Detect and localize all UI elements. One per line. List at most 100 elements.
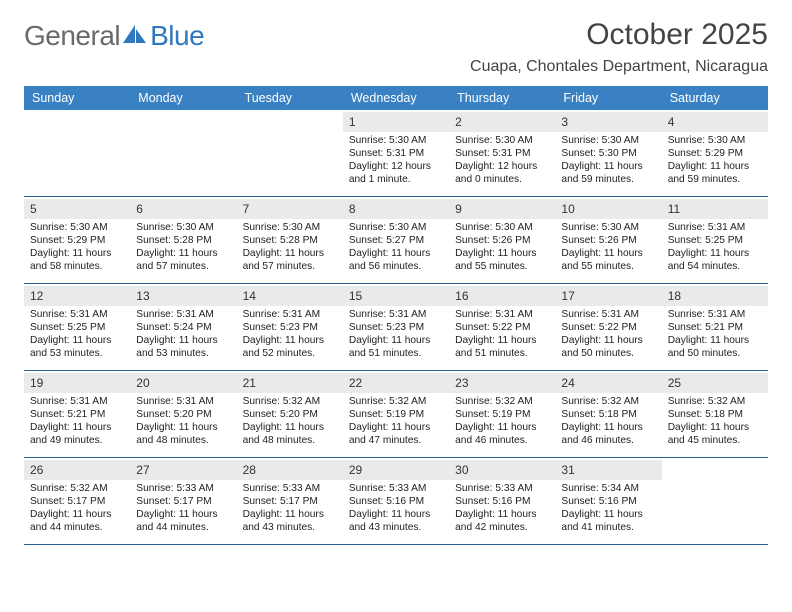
day-cell: 9 Sunrise: 5:30 AMSunset: 5:26 PMDaylight… [449,197,555,283]
logo-sail-icon [122,23,148,45]
day-sun-info: Sunrise: 5:33 AMSunset: 5:16 PMDaylight:… [455,482,551,534]
location-subtitle: Cuapa, Chontales Department, Nicaragua [470,58,768,76]
day-sun-info: Sunrise: 5:31 AMSunset: 5:25 PMDaylight:… [30,308,126,360]
day-cell: 30 Sunrise: 5:33 AMSunset: 5:16 PMDayligh… [449,458,555,544]
calendar-page: General Blue October 2025 Cuapa, Chontal… [0,0,792,555]
day-number: 3 [561,115,568,129]
day-sun-info: Sunrise: 5:30 AMSunset: 5:30 PMDaylight:… [561,134,657,186]
week-row: 26 Sunrise: 5:32 AMSunset: 5:17 PMDayligh… [24,458,768,545]
day-sun-info: Sunrise: 5:31 AMSunset: 5:24 PMDaylight:… [136,308,232,360]
weekday-header: Monday [130,86,236,110]
day-cell: 23Sunrise: 5:32 AMSunset: 5:19 PMDayligh… [449,371,555,457]
day-number: 27 [136,463,149,477]
day-number: 25 [668,376,681,390]
day-cell: 16 Sunrise: 5:31 AMSunset: 5:22 PMDayligh… [449,284,555,370]
day-cell: 1 Sunrise: 5:30 AMSunset: 5:31 PMDaylight… [343,110,449,196]
day-number-bar: 10 [555,199,661,219]
day-number: 22 [349,376,362,390]
day-number: 31 [561,463,574,477]
day-number-bar: 22 [343,373,449,393]
weekday-header: Saturday [662,86,768,110]
day-sun-info: Sunrise: 5:31 AMSunset: 5:20 PMDaylight:… [136,395,232,447]
day-cell: 13 Sunrise: 5:31 AMSunset: 5:24 PMDayligh… [130,284,236,370]
day-cell: 17Sunrise: 5:31 AMSunset: 5:22 PMDayligh… [555,284,661,370]
empty-day-cell [237,110,343,196]
day-number-bar: 13 [130,286,236,306]
day-sun-info: Sunrise: 5:30 AMSunset: 5:29 PMDaylight:… [30,221,126,273]
day-number-bar: 19 [24,373,130,393]
day-number: 15 [349,289,362,303]
day-number: 30 [455,463,468,477]
day-sun-info: Sunrise: 5:30 AMSunset: 5:26 PMDaylight:… [455,221,551,273]
day-sun-info: Sunrise: 5:33 AMSunset: 5:16 PMDaylight:… [349,482,445,534]
day-number-bar: 2 [449,112,555,132]
day-number-bar: 29 [343,460,449,480]
day-number: 6 [136,202,143,216]
page-header: General Blue October 2025 Cuapa, Chontal… [24,18,768,76]
brand-logo: General Blue [24,20,204,52]
month-title: October 2025 [470,18,768,52]
day-sun-info: Sunrise: 5:32 AMSunset: 5:18 PMDaylight:… [668,395,764,447]
day-sun-info: Sunrise: 5:34 AMSunset: 5:16 PMDaylight:… [561,482,657,534]
day-cell: 28 Sunrise: 5:33 AMSunset: 5:17 PMDayligh… [237,458,343,544]
day-cell: 18Sunrise: 5:31 AMSunset: 5:21 PMDayligh… [662,284,768,370]
weekday-header: Tuesday [237,86,343,110]
day-number: 5 [30,202,37,216]
day-number: 20 [136,376,149,390]
day-cell: 3 Sunrise: 5:30 AMSunset: 5:30 PMDaylight… [555,110,661,196]
weekday-header: Sunday [24,86,130,110]
day-number-bar: 28 [237,460,343,480]
day-cell: 15Sunrise: 5:31 AMSunset: 5:23 PMDayligh… [343,284,449,370]
day-sun-info: Sunrise: 5:30 AMSunset: 5:26 PMDaylight:… [561,221,657,273]
day-number-bar: 17 [555,286,661,306]
day-sun-info: Sunrise: 5:31 AMSunset: 5:25 PMDaylight:… [668,221,764,273]
day-number: 26 [30,463,43,477]
day-cell: 20 Sunrise: 5:31 AMSunset: 5:20 PMDayligh… [130,371,236,457]
week-row: 12 Sunrise: 5:31 AMSunset: 5:25 PMDayligh… [24,284,768,371]
day-sun-info: Sunrise: 5:30 AMSunset: 5:29 PMDaylight:… [668,134,764,186]
day-sun-info: Sunrise: 5:31 AMSunset: 5:22 PMDaylight:… [455,308,551,360]
day-number: 12 [30,289,43,303]
day-number-bar: 24 [555,373,661,393]
day-number-bar: 4 [662,112,768,132]
day-number-bar: 9 [449,199,555,219]
day-number-bar: 15 [343,286,449,306]
day-sun-info: Sunrise: 5:30 AMSunset: 5:28 PMDaylight:… [243,221,339,273]
calendar-grid: SundayMondayTuesdayWednesdayThursdayFrid… [24,86,768,545]
day-cell: 26 Sunrise: 5:32 AMSunset: 5:17 PMDayligh… [24,458,130,544]
day-number: 23 [455,376,468,390]
day-sun-info: Sunrise: 5:32 AMSunset: 5:18 PMDaylight:… [561,395,657,447]
day-number-bar: 16 [449,286,555,306]
weekday-header-row: SundayMondayTuesdayWednesdayThursdayFrid… [24,86,768,110]
day-cell: 31 Sunrise: 5:34 AMSunset: 5:16 PMDayligh… [555,458,661,544]
day-cell: 6Sunrise: 5:30 AMSunset: 5:28 PMDaylight… [130,197,236,283]
day-number: 1 [349,115,356,129]
day-number: 16 [455,289,468,303]
day-sun-info: Sunrise: 5:30 AMSunset: 5:31 PMDaylight:… [455,134,551,186]
day-sun-info: Sunrise: 5:30 AMSunset: 5:31 PMDaylight:… [349,134,445,186]
day-number-bar: 6 [130,199,236,219]
day-cell: 7Sunrise: 5:30 AMSunset: 5:28 PMDaylight… [237,197,343,283]
day-cell: 27Sunrise: 5:33 AMSunset: 5:17 PMDayligh… [130,458,236,544]
day-number: 28 [243,463,256,477]
day-number: 8 [349,202,356,216]
day-sun-info: Sunrise: 5:33 AMSunset: 5:17 PMDaylight:… [243,482,339,534]
week-row: 19 Sunrise: 5:31 AMSunset: 5:21 PMDayligh… [24,371,768,458]
week-row: 5 Sunrise: 5:30 AMSunset: 5:29 PMDaylight… [24,197,768,284]
day-number: 2 [455,115,462,129]
day-number: 13 [136,289,149,303]
day-cell: 24 Sunrise: 5:32 AMSunset: 5:18 PMDayligh… [555,371,661,457]
day-number: 9 [455,202,462,216]
day-sun-info: Sunrise: 5:32 AMSunset: 5:20 PMDaylight:… [243,395,339,447]
day-cell: 10 Sunrise: 5:30 AMSunset: 5:26 PMDayligh… [555,197,661,283]
weekday-header: Friday [555,86,661,110]
day-number: 11 [668,202,680,216]
day-number: 19 [30,376,43,390]
day-sun-info: Sunrise: 5:32 AMSunset: 5:17 PMDaylight:… [30,482,126,534]
day-number-bar: 21 [237,373,343,393]
day-number: 24 [561,376,574,390]
day-number: 10 [561,202,574,216]
day-sun-info: Sunrise: 5:31 AMSunset: 5:21 PMDaylight:… [30,395,126,447]
day-cell: 14Sunrise: 5:31 AMSunset: 5:23 PMDayligh… [237,284,343,370]
day-number-bar: 23 [449,373,555,393]
